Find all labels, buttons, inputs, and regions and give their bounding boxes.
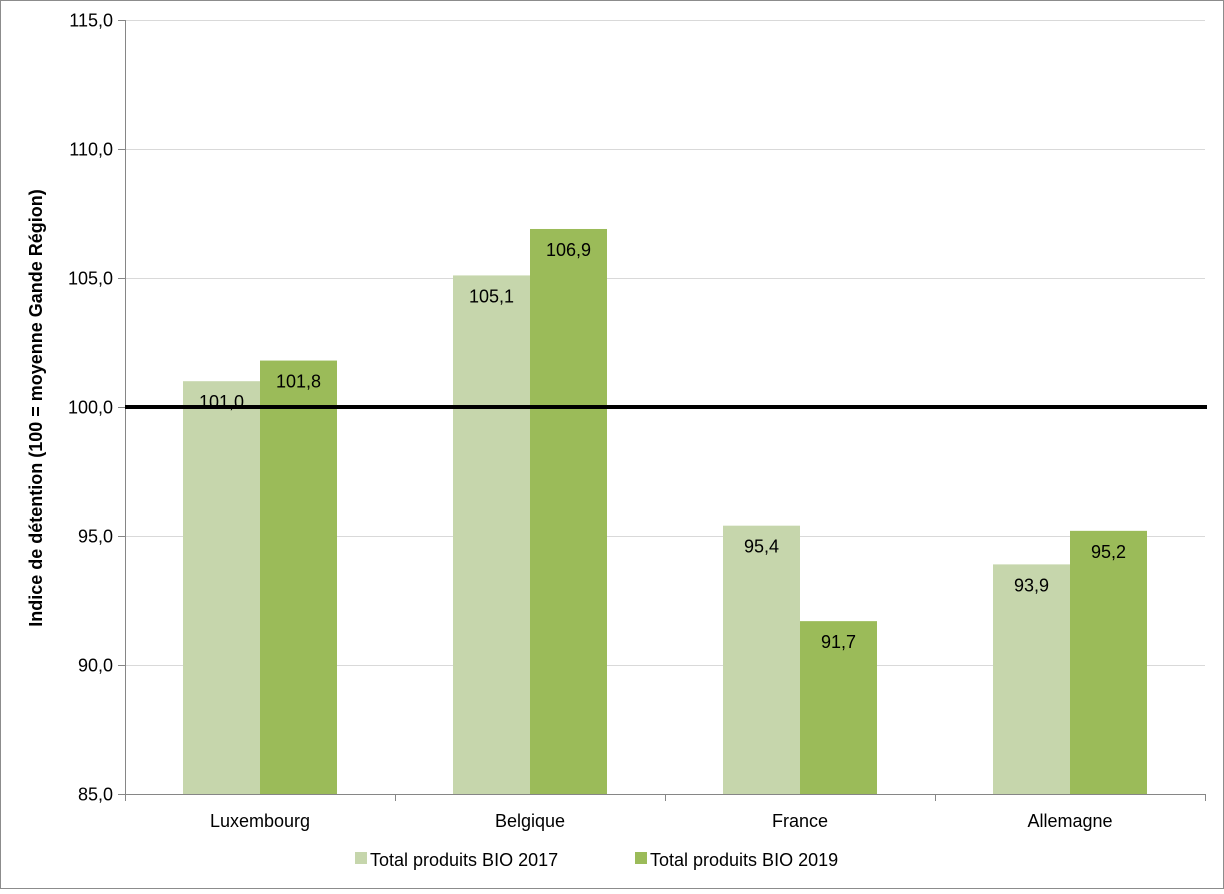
axes: 85,0 90,0 95,0 100,0 105,0 110,0 115,0 Luxembou… <box>68 11 1206 831</box>
bars <box>183 228 1147 795</box>
legend-swatch <box>355 852 367 864</box>
data-label: 93,9 <box>1014 575 1049 595</box>
data-label: 105,1 <box>469 286 514 306</box>
data-label: 91,7 <box>821 632 856 652</box>
data-labels: 101,0 101,8 105,1 106,9 95,4 91,7 93,9 95,2 <box>199 240 1126 652</box>
bar <box>1070 530 1147 794</box>
data-label: 95,2 <box>1091 542 1126 562</box>
bar <box>993 564 1070 794</box>
data-label: 95,4 <box>744 537 779 557</box>
legend: Total produits BIO 2017 Total produits BI… <box>355 850 838 870</box>
y-tick-label: 100,0 <box>68 398 113 418</box>
x-tick-label: Belgique <box>495 811 565 831</box>
y-tick-label: 105,0 <box>68 269 113 289</box>
legend-label: Total produits BIO 2017 <box>370 850 558 870</box>
data-label: 101,8 <box>276 372 321 392</box>
y-tick-label: 110,0 <box>69 140 113 160</box>
bar <box>723 525 800 794</box>
legend-swatch <box>635 852 647 864</box>
legend-label: Total produits BIO 2019 <box>650 850 838 870</box>
bar <box>453 275 530 794</box>
y-tick-label: 115,0 <box>69 11 113 31</box>
bar <box>183 381 260 794</box>
bar <box>800 621 877 794</box>
data-label: 106,9 <box>546 240 591 260</box>
x-tick-label: Luxembourg <box>210 811 310 831</box>
bar <box>530 228 607 795</box>
y-tick-label: 85,0 <box>78 785 113 805</box>
bar <box>260 360 337 794</box>
x-tick-label: Allemagne <box>1027 811 1112 831</box>
data-label: 101,0 <box>199 392 244 412</box>
y-axis-title: Indice de détention (100 = moyenne Gande… <box>26 189 46 627</box>
y-tick-label: 95,0 <box>78 527 113 547</box>
y-tick-label: 90,0 <box>78 656 113 676</box>
x-tick-label: France <box>772 811 828 831</box>
